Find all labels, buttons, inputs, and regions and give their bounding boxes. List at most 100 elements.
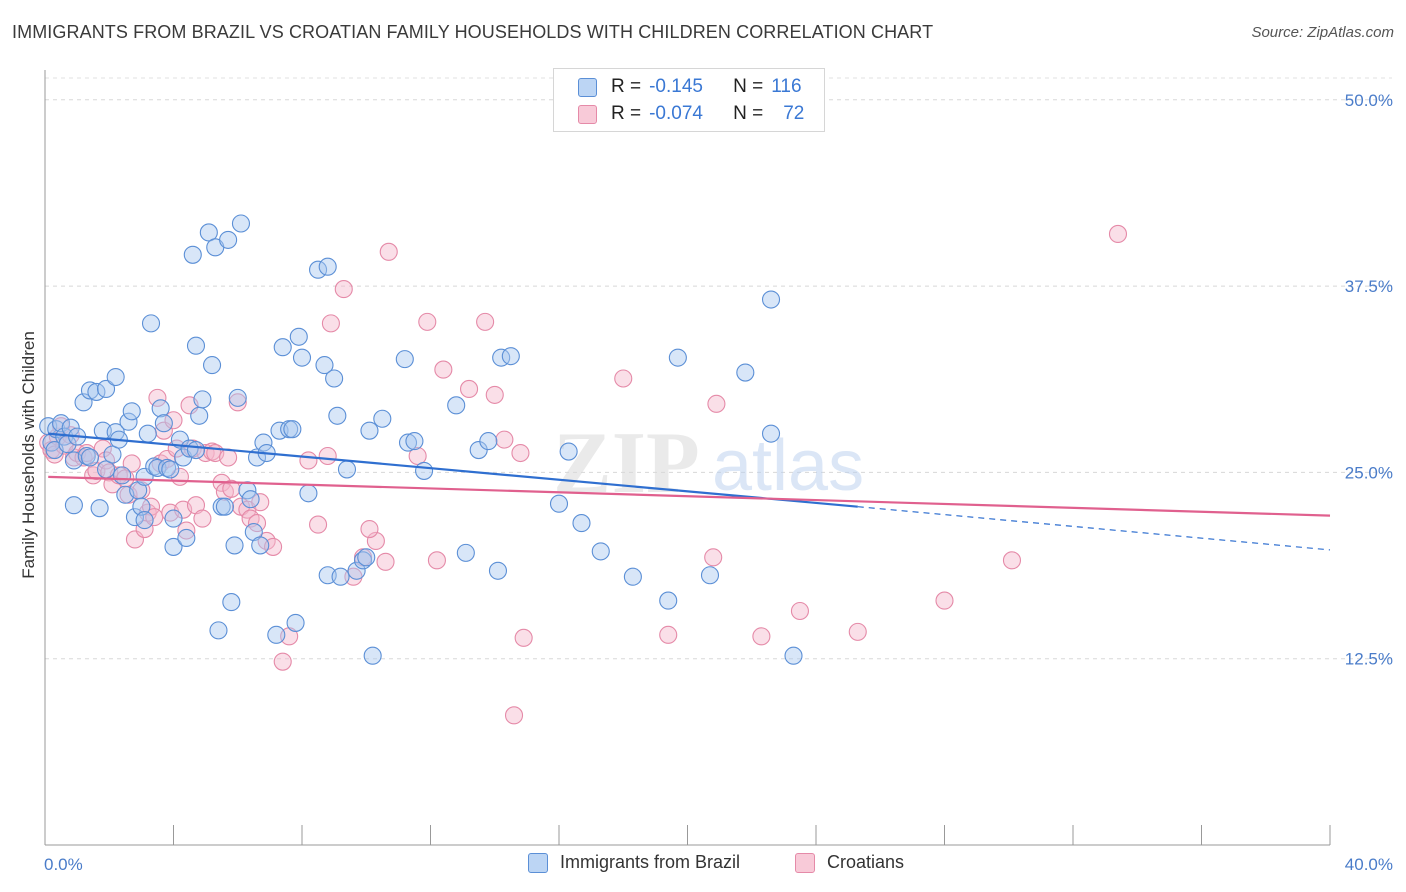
- chart-title: IMMIGRANTS FROM BRAZIL VS CROATIAN FAMIL…: [12, 22, 934, 42]
- point-immigrants-from-brazil: [154, 414, 173, 433]
- point-croatians: [228, 393, 247, 412]
- point-croatians: [704, 548, 723, 567]
- point-immigrants-from-brazil: [395, 350, 414, 369]
- legend-swatch-blue: [528, 852, 548, 873]
- legend-label: Croatians: [827, 852, 905, 872]
- point-immigrants-from-brazil: [659, 591, 678, 610]
- point-croatians: [434, 360, 453, 379]
- point-immigrants-from-brazil: [623, 567, 642, 586]
- point-immigrants-from-brazil: [138, 424, 157, 443]
- point-immigrants-from-brazil: [318, 257, 337, 276]
- point-immigrants-from-brazil: [761, 290, 781, 309]
- point-immigrants-from-brazil: [219, 230, 238, 249]
- point-croatians: [476, 312, 495, 331]
- y-tick-label: 25.0%: [1345, 463, 1393, 482]
- point-immigrants-from-brazil: [363, 646, 382, 665]
- point-immigrants-from-brazil: [559, 442, 578, 461]
- y-tick-label: 37.5%: [1345, 277, 1393, 296]
- legend-r-value: -0.145: [649, 76, 703, 97]
- point-croatians: [376, 552, 395, 571]
- watermark-atlas: atlas: [712, 426, 864, 506]
- point-immigrants-from-brazil: [761, 424, 781, 443]
- point-croatians: [309, 515, 328, 534]
- legend-label: Immigrants from Brazil: [560, 852, 741, 872]
- point-croatians: [504, 706, 524, 725]
- point-immigrants-from-brazil: [456, 543, 475, 562]
- point-immigrants-from-brazil: [501, 347, 520, 366]
- point-immigrants-from-brazil: [251, 536, 270, 555]
- point-croatians: [222, 479, 241, 498]
- point-immigrants-from-brazil: [292, 348, 312, 367]
- point-immigrants-from-brazil: [299, 484, 318, 503]
- point-croatians: [514, 628, 533, 647]
- point-immigrants-from-brazil: [180, 439, 199, 458]
- legend-n-value: 72: [783, 103, 805, 124]
- point-immigrants-from-brazil: [325, 369, 344, 388]
- point-immigrants-from-brazil: [337, 460, 357, 479]
- legend-r-label: R =: [611, 103, 642, 124]
- point-croatians: [318, 446, 337, 466]
- point-immigrants-from-brazil: [231, 214, 251, 233]
- trend-lines: [48, 432, 1331, 551]
- point-croatians: [273, 652, 292, 671]
- point-immigrants-from-brazil: [241, 490, 260, 509]
- point-croatians: [148, 388, 167, 407]
- point-immigrants-from-brazil: [132, 497, 151, 516]
- point-immigrants-from-brazil: [668, 348, 687, 367]
- point-immigrants-from-brazil: [141, 314, 161, 333]
- point-immigrants-from-brazil: [80, 448, 100, 467]
- point-croatians: [935, 591, 954, 610]
- gridlines: [45, 77, 1392, 660]
- point-immigrants-from-brazil: [254, 433, 273, 452]
- source-label: Source: ZipAtlas.com: [1251, 24, 1394, 41]
- point-immigrants-from-brazil: [784, 646, 803, 665]
- point-immigrants-from-brazil: [286, 613, 305, 632]
- point-immigrants-from-brazil: [77, 446, 96, 466]
- point-immigrants-from-brazil: [222, 593, 241, 612]
- point-immigrants-from-brazil: [164, 537, 183, 556]
- point-croatians: [93, 439, 112, 458]
- point-immigrants-from-brazil: [151, 399, 170, 418]
- point-croatians: [790, 601, 809, 621]
- point-croatians: [334, 280, 353, 299]
- trend-line-brazil-extension: [857, 506, 1331, 551]
- point-immigrants-from-brazil: [228, 388, 247, 407]
- axes: [44, 70, 1331, 846]
- x-tick-label: 0.0%: [44, 855, 83, 874]
- point-immigrants-from-brazil: [161, 460, 180, 479]
- y-tick-label: 50.0%: [1345, 91, 1393, 110]
- point-immigrants-from-brazil: [398, 433, 418, 452]
- point-immigrants-from-brazil: [273, 338, 292, 357]
- legend-n-label: N =: [733, 103, 764, 124]
- point-immigrants-from-brazil: [186, 440, 206, 460]
- point-immigrants-from-brazil: [328, 406, 347, 425]
- series-croatians: [39, 224, 1128, 725]
- point-croatians: [360, 519, 379, 539]
- point-immigrants-from-brazil: [492, 348, 511, 367]
- point-immigrants-from-brazil: [113, 466, 132, 485]
- point-croatians: [177, 521, 196, 540]
- point-immigrants-from-brazil: [700, 566, 720, 585]
- point-immigrants-from-brazil: [177, 528, 196, 548]
- point-immigrants-from-brazil: [357, 548, 376, 567]
- point-immigrants-from-brazil: [186, 336, 206, 355]
- point-croatians: [1108, 224, 1128, 243]
- point-immigrants-from-brazil: [64, 496, 83, 515]
- point-immigrants-from-brazil: [289, 327, 308, 346]
- point-croatians: [379, 242, 398, 261]
- point-immigrants-from-brazil: [80, 381, 100, 400]
- point-immigrants-from-brazil: [415, 461, 434, 480]
- point-croatians: [495, 430, 514, 449]
- trend-line-brazil: [48, 432, 858, 508]
- point-immigrants-from-brazil: [405, 432, 424, 451]
- point-immigrants-from-brazil: [183, 245, 202, 264]
- point-immigrants-from-brazil: [215, 497, 234, 516]
- point-immigrants-from-brazil: [90, 499, 109, 518]
- point-immigrants-from-brazil: [360, 421, 379, 440]
- point-immigrants-from-brazil: [347, 561, 366, 580]
- legend-swatch-pink: [578, 104, 597, 124]
- point-immigrants-from-brazil: [209, 621, 228, 640]
- legend-row-croatians: R = -0.074 N = 72: [578, 102, 804, 126]
- point-croatians: [321, 314, 340, 333]
- point-immigrants-from-brazil: [267, 625, 286, 644]
